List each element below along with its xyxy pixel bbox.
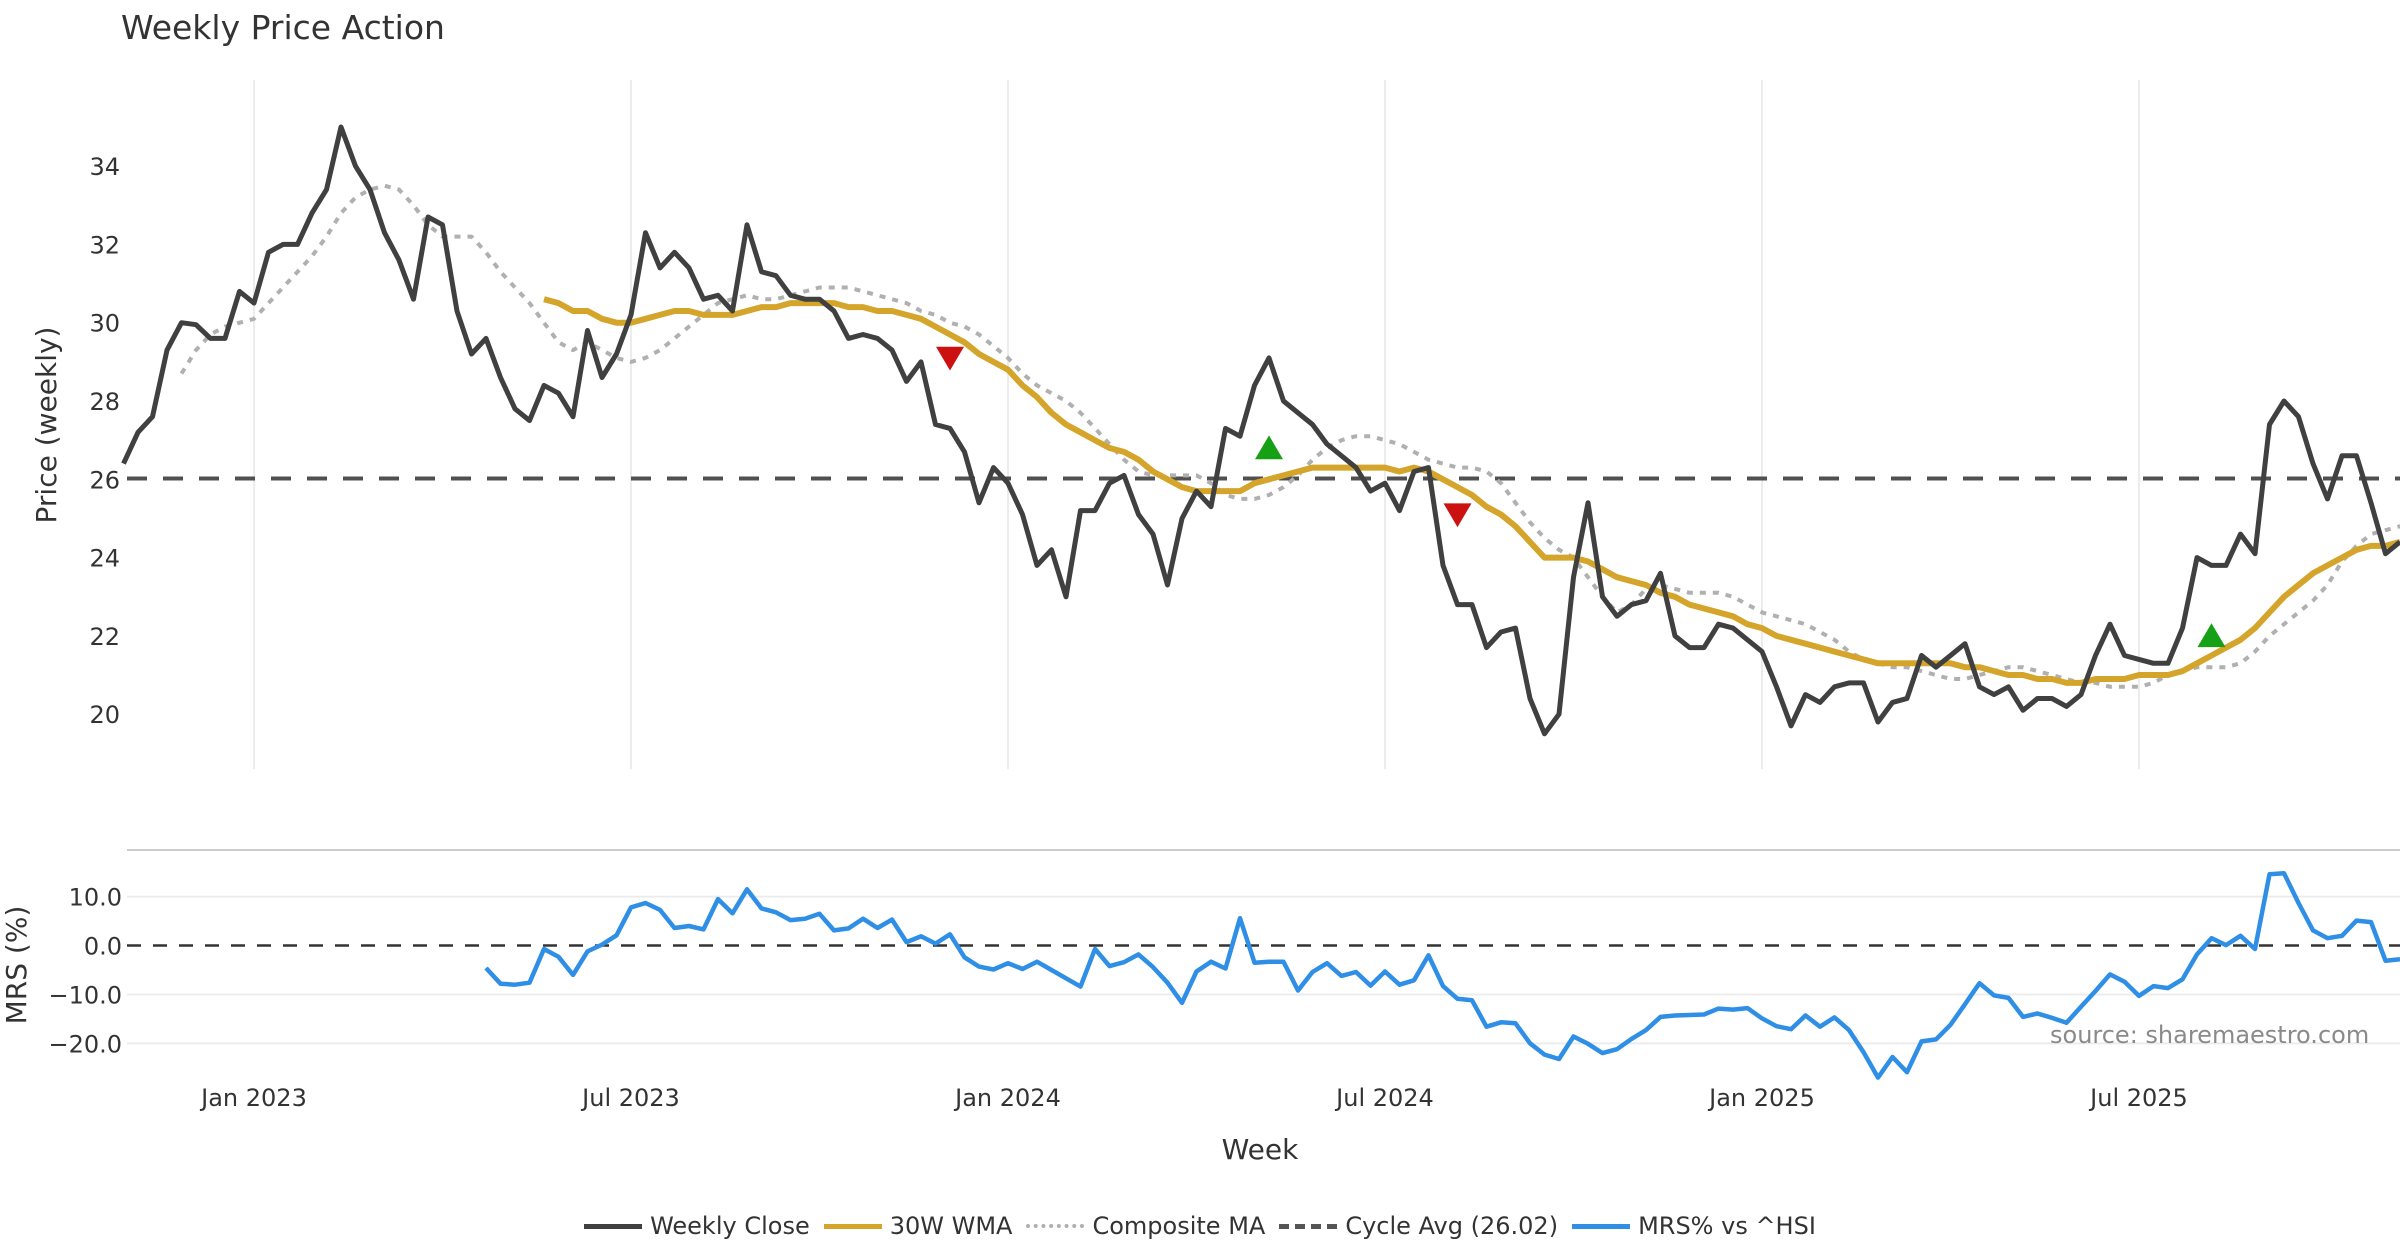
x-axis-label: Week [1221,1133,1299,1166]
legend-label: Composite MA [1092,1212,1266,1240]
x-tick-label: Jan 2023 [199,1084,307,1112]
chart-title: Weekly Price Action [121,8,445,47]
price-y-tick-label: 28 [89,388,120,416]
mrs-y-ticks: 10.0 0.0 −10.0 −20.0 [48,884,122,1059]
x-tick-label: Jul 2023 [580,1084,680,1112]
mrs-series [484,870,2400,1080]
legend-swatch-icon [1026,1224,1085,1228]
legend-label: MRS% vs ^HSI [1638,1212,1816,1240]
mrs-y-tick-label: −20.0 [48,1030,122,1058]
x-tick-label: Jul 2025 [2088,1084,2188,1112]
x-tick-label: Jan 2024 [953,1084,1061,1112]
mrs-y-tick-label: 10.0 [69,884,122,912]
price-y-axis-label: Price (weekly) [30,327,63,524]
buy-signal-marker [1255,435,1283,460]
price-y-ticks: 20 22 24 26 28 30 32 34 [89,153,120,729]
legend-item[interactable]: MRS% vs ^HSI [1572,1212,1816,1240]
sell-signal-marker [1443,503,1472,528]
legend-item[interactable]: Composite MA [1026,1212,1265,1240]
legend-item[interactable]: Weekly Close [584,1212,810,1240]
price-y-tick-label: 30 [89,310,120,338]
price-y-tick-label: 20 [89,701,120,729]
x-axis-ticks: Jan 2023 Jul 2023 Jan 2024 Jul 2024 Jan 2025… [199,1084,2188,1112]
x-tick-label: Jul 2024 [1334,1084,1434,1112]
legend-swatch-icon [1279,1223,1338,1229]
price-y-tick-label: 32 [89,231,120,259]
wma-30w-line [543,296,2400,686]
legend-swatch-icon [1572,1223,1631,1229]
price-series [121,124,2400,737]
mrs-panel-grid [127,895,2400,1045]
price-y-tick-label: 26 [89,466,120,494]
mrs-line [484,870,2400,1080]
price-y-tick-label: 22 [89,623,120,651]
source-note: source: sharemaestro.com [2050,1021,2370,1049]
price-panel-grid [253,80,2140,769]
legend-swatch-icon [823,1223,882,1229]
legend-label: Cycle Avg (26.02) [1345,1212,1559,1240]
buy-signal-marker [2197,623,2226,648]
legend-label: Weekly Close [650,1212,810,1240]
legend-item[interactable]: Cycle Avg (26.02) [1279,1212,1558,1240]
price-y-tick-label: 34 [89,153,120,181]
composite-ma-line [179,183,2400,689]
mrs-y-axis-label: MRS (%) [0,906,33,1025]
legend: Weekly Close 30W WMA Composite MA Cycle Avg… [0,1212,2400,1240]
legend-item[interactable]: 30W WMA [823,1212,1013,1240]
price-y-tick-label: 24 [89,545,120,573]
signal-markers [936,346,2226,648]
x-tick-label: Jan 2025 [1707,1084,1815,1112]
mrs-y-tick-label: 0.0 [84,933,122,961]
sell-signal-marker [936,346,964,371]
legend-label: 30W WMA [889,1212,1013,1240]
weekly-close-line [121,124,2400,737]
legend-swatch-icon [584,1223,643,1229]
mrs-y-tick-label: −10.0 [48,981,122,1009]
